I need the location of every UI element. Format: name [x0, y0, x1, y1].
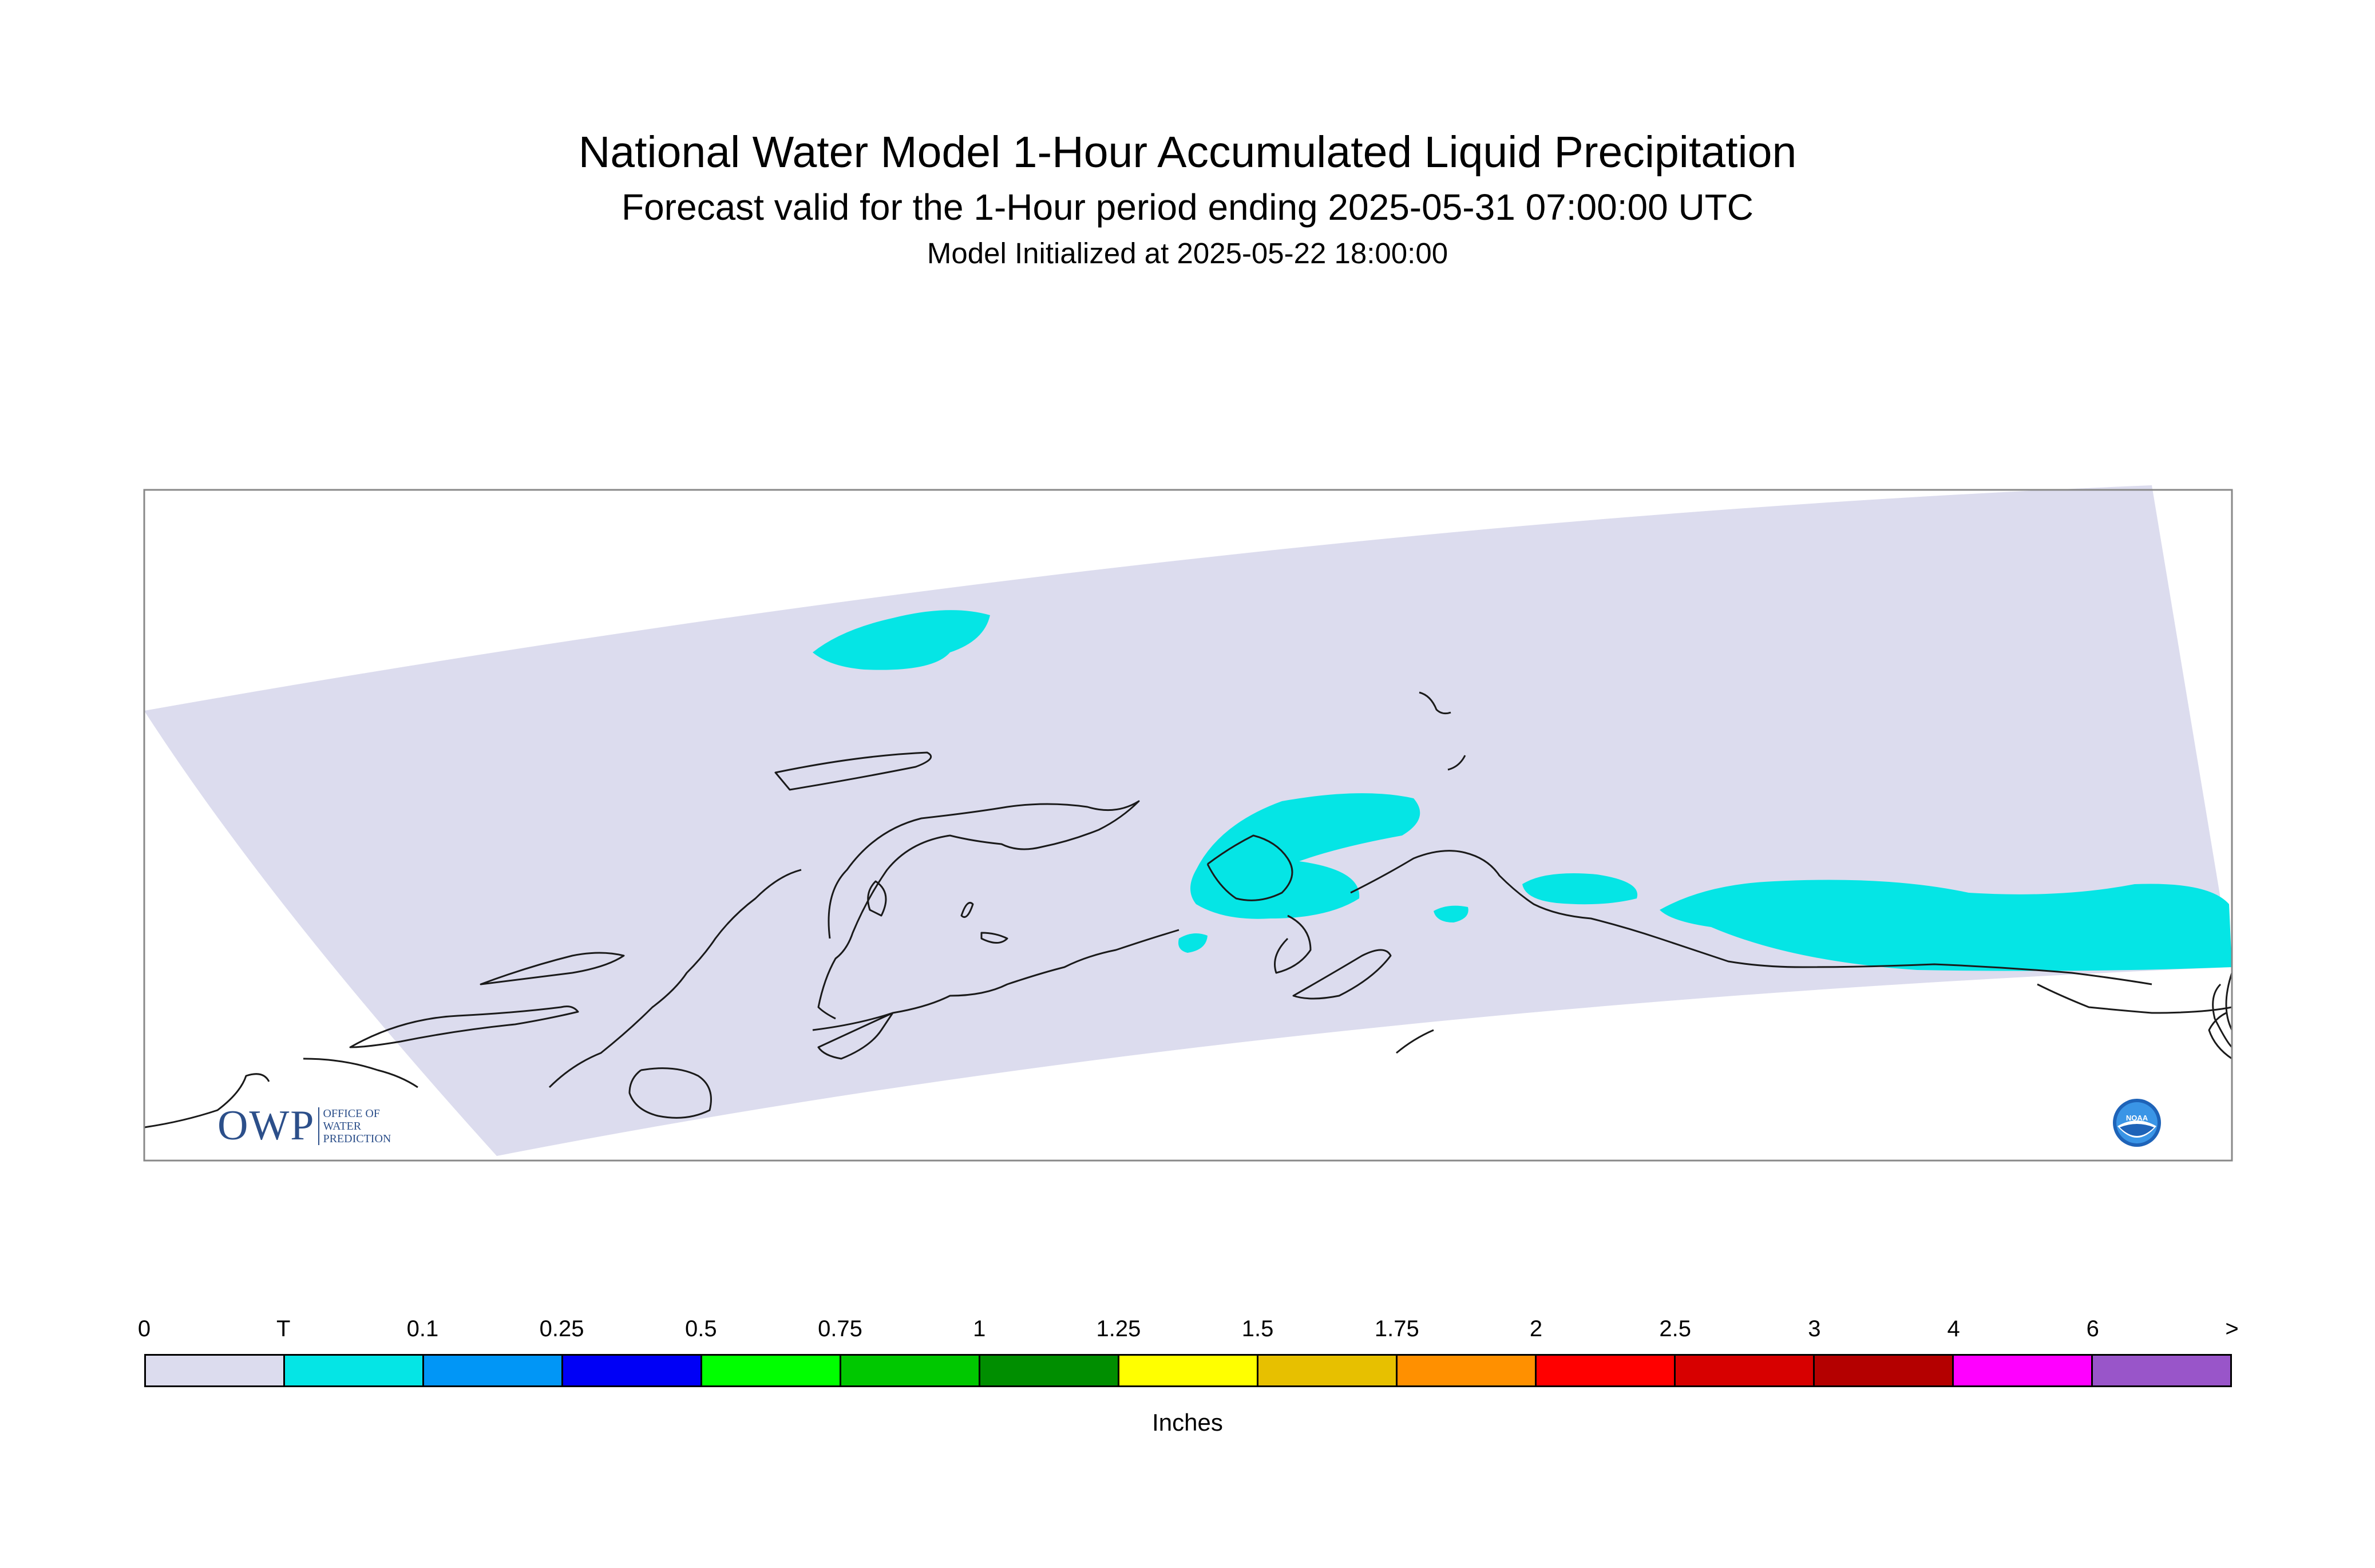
coastline-southwest	[812, 929, 1179, 1060]
precip-area-east-small	[1522, 873, 1638, 905]
colorbar-cell	[285, 1356, 424, 1385]
colorbar-cell	[424, 1356, 563, 1385]
precip-areas	[813, 610, 2232, 971]
precip-area-small-a	[1434, 905, 1468, 922]
colorbar-cell	[1954, 1356, 2093, 1385]
coastline-kenai-region	[1206, 834, 1392, 1000]
noaa-logo: NOAA	[2113, 1099, 2161, 1147]
precip-area-east	[1660, 880, 2232, 971]
colorbar-cell	[980, 1356, 1119, 1385]
colorbar-cell	[146, 1356, 285, 1385]
colorbar	[144, 1354, 2232, 1387]
colorbar-cell	[563, 1356, 702, 1385]
legend-units: Inches	[1152, 1409, 1223, 1436]
model-init-text: Model Initialized at 2025-05-22 18:00:00	[927, 237, 1448, 270]
map-border	[143, 489, 2233, 1162]
coastline-canada	[2208, 1012, 2232, 1060]
colorbar-cell	[2093, 1356, 2230, 1385]
coastline-bering	[349, 952, 625, 1048]
colorbar-cell	[1258, 1356, 1398, 1385]
colorbar-cell	[1398, 1356, 1537, 1385]
precip-area-north	[813, 610, 990, 670]
colorbar-cell	[1676, 1356, 1815, 1385]
coastline-western-alaska	[548, 869, 802, 1119]
owp-logo: OWP OFFICE OF WATER PREDICTION	[217, 1102, 391, 1150]
coastline-southeast	[2037, 972, 2233, 1048]
coastline-chukotka	[144, 1058, 418, 1129]
coastline-islands-north	[774, 691, 1466, 1054]
colorbar-cell	[841, 1356, 980, 1385]
owp-logo-line-1: OFFICE OF	[323, 1107, 380, 1120]
coastline-southcentral	[1350, 850, 2152, 985]
model-domain	[144, 485, 2232, 1156]
colorbar-cell	[1119, 1356, 1258, 1385]
coastline-western-bays	[867, 880, 1008, 944]
colorbar-cell	[1537, 1356, 1676, 1385]
precip-area-central	[1190, 793, 1420, 919]
colorbar-cell	[1815, 1356, 1954, 1385]
coastline-mainland-north	[817, 800, 1140, 1020]
map-title: National Water Model 1-Hour Accumulated …	[578, 128, 1797, 177]
precip-area-small-b	[1178, 933, 1208, 953]
forecast-valid-subtitle: Forecast valid for the 1-Hour period end…	[621, 187, 1754, 228]
owp-logo-text: OFFICE OF WATER PREDICTION	[318, 1107, 391, 1145]
noaa-logo-text: NOAA	[2126, 1114, 2148, 1122]
owp-logo-line-3: PREDICTION	[323, 1132, 391, 1145]
coastlines	[144, 691, 2233, 1129]
colorbar-cell	[702, 1356, 841, 1385]
owp-logo-line-2: WATER	[323, 1119, 362, 1133]
owp-logo-mark: OWP	[217, 1102, 315, 1149]
